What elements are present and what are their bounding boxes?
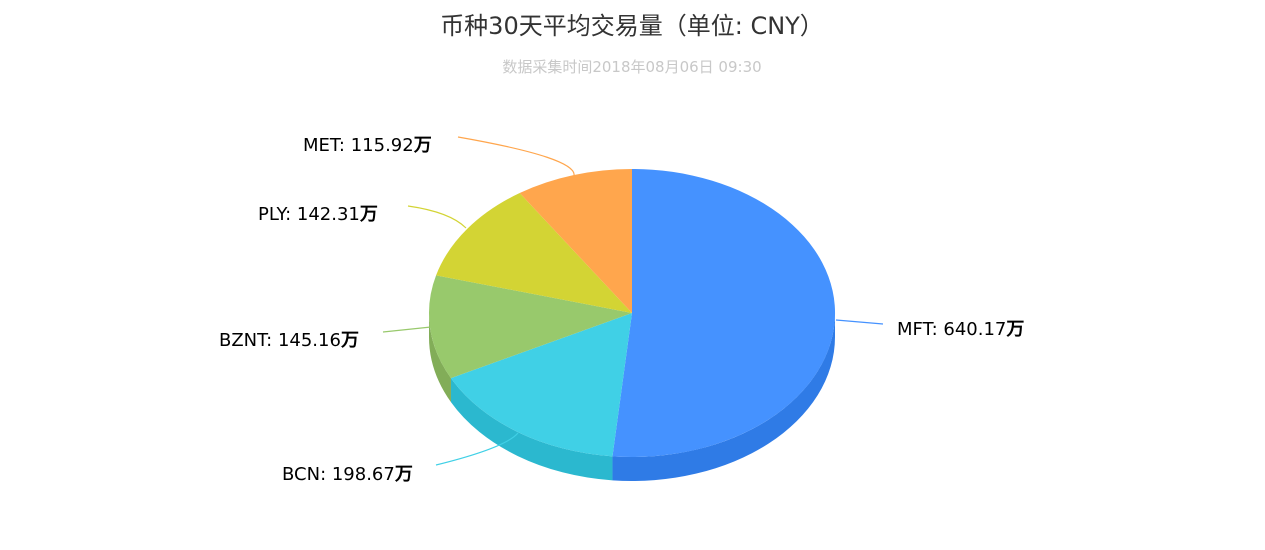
pie-side-bznt [429,313,451,403]
slice-label-value: MET: 115.92 [303,135,414,156]
pie-slice-mft[interactable] [612,169,836,458]
slice-label-unit: 万 [413,135,432,156]
pie-slices [428,169,836,458]
slice-label-bznt: BZNT: 145.16万 [219,330,359,351]
slice-label-unit: 万 [340,330,359,351]
leader-line-met [457,136,575,177]
slice-label-value: PLY: 142.31 [258,204,360,225]
slice-label-mft: MFT: 640.17万 [897,319,1024,340]
slice-label-met: MET: 115.92万 [303,135,432,156]
leader-line-mft [835,319,884,325]
leader-line-ply [407,205,467,229]
slice-label-unit: 万 [1005,319,1024,340]
slice-label-bcn: BCN: 198.67万 [282,464,413,485]
chart-subtitle: 数据采集时间2018年08月06日 09:30 [502,58,761,76]
label-leader-lines [382,136,884,466]
chart-title: 币种30天平均交易量（单位: CNY） [440,12,824,40]
leader-line-bznt [382,326,432,333]
pie-sides [429,313,835,481]
slice-label-unit: 万 [394,464,413,485]
pie-slice-ply[interactable] [436,193,632,313]
slice-label-value: BZNT: 145.16 [219,330,341,351]
pie-slice-bznt[interactable] [428,275,632,379]
slice-label-value: BCN: 198.67 [282,464,395,485]
pie-slice-bcn[interactable] [450,313,632,457]
pie-side-mft [612,313,835,481]
slice-label-unit: 万 [359,204,378,225]
pie-side-bcn [450,378,613,481]
pie-slice-met[interactable] [519,169,632,313]
leader-line-bcn [435,432,519,466]
slice-label-value: MFT: 640.17 [897,319,1006,340]
slice-label-ply: PLY: 142.31万 [258,204,378,225]
